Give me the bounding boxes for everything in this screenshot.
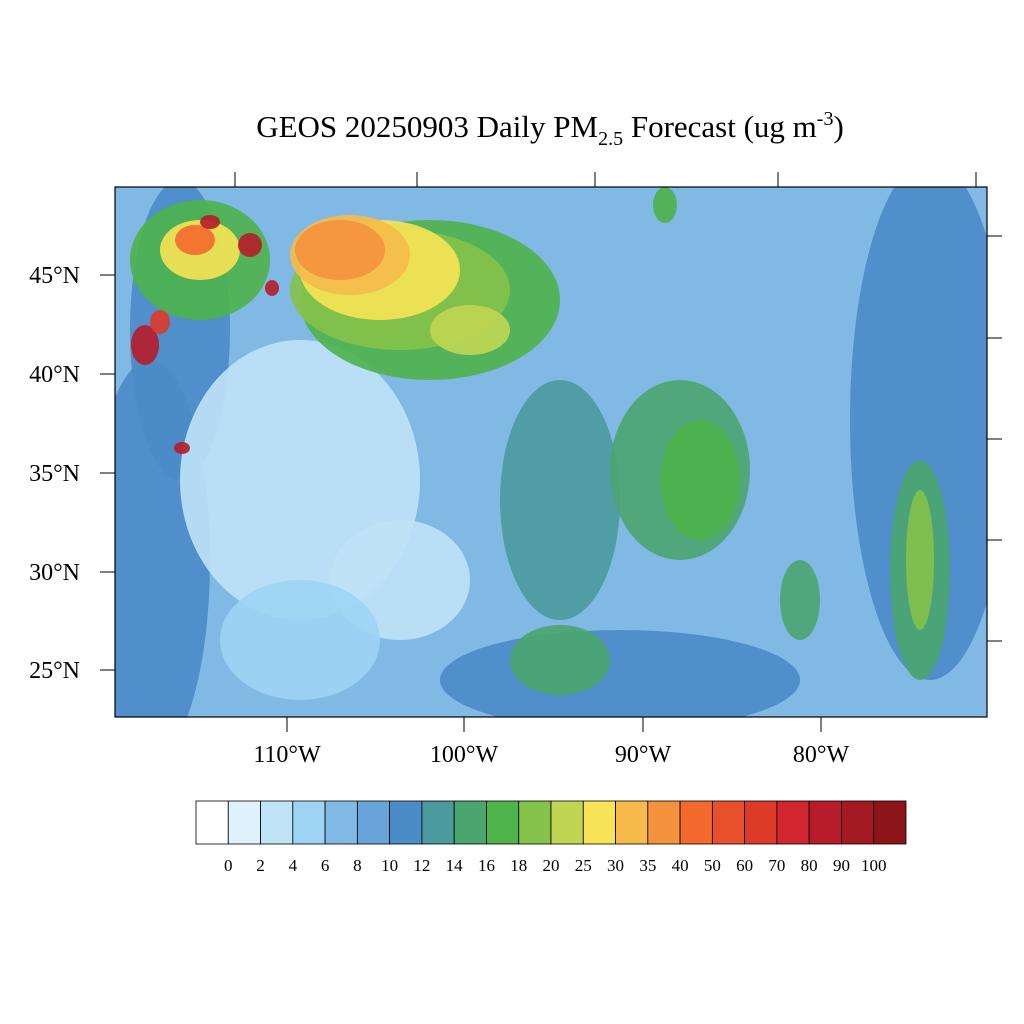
lat-label: 45°N	[29, 263, 80, 289]
colorbar-label: 6	[321, 856, 330, 875]
colorbar-label: 14	[446, 856, 464, 875]
colorbar-label: 60	[736, 856, 753, 875]
field-blob	[850, 187, 987, 680]
colorbar-label: 20	[543, 856, 560, 875]
field-blob	[220, 580, 380, 700]
field-blob	[175, 225, 215, 255]
field-blob	[174, 442, 190, 454]
colorbar-label: 70	[768, 856, 785, 875]
field-blob	[653, 187, 677, 223]
lat-label: 25°N	[29, 658, 80, 684]
colorbar-box	[453, 800, 487, 845]
colorbar-label: 2	[256, 856, 265, 875]
title-sub: 2.5	[598, 128, 623, 150]
colorbar-label: 40	[672, 856, 689, 875]
colorbar-box	[615, 800, 649, 845]
map-frame	[114, 186, 988, 718]
lat-label: 30°N	[29, 560, 80, 586]
field-blob	[780, 560, 820, 640]
colorbar-label: 80	[801, 856, 818, 875]
field-blob	[200, 215, 220, 229]
field-blob	[238, 233, 262, 257]
colorbar-label: 12	[413, 856, 430, 875]
colorbar-box	[324, 800, 358, 845]
colorbar-box	[227, 800, 261, 845]
lon-label: 100°W	[430, 742, 499, 768]
colorbar-label: 0	[224, 856, 233, 875]
colorbar-label: 25	[575, 856, 592, 875]
colorbar-box	[711, 800, 746, 845]
field-blob	[131, 325, 159, 365]
lon-label: 80°W	[793, 742, 850, 768]
colorbar-box	[679, 800, 713, 845]
colorbar-label: 100	[861, 856, 887, 875]
colorbar-box	[582, 800, 616, 845]
field-blob	[660, 420, 740, 540]
field-blob	[510, 625, 610, 695]
colorbar-label: 10	[381, 856, 398, 875]
field-blob	[150, 310, 170, 334]
colorbar-label: 35	[639, 856, 656, 875]
title-sup: -3	[817, 108, 834, 130]
colorbar-box	[389, 800, 423, 845]
colorbar-label: 16	[478, 856, 495, 875]
colorbar-box	[518, 800, 552, 845]
field-blob	[265, 280, 279, 296]
title: GEOS 20250903 Daily PM2.5 Forecast (ug m…	[256, 108, 844, 150]
pm25-field	[115, 187, 987, 717]
colorbar-box	[808, 800, 842, 845]
lat-label: 40°N	[29, 362, 80, 388]
colorbar-label: 18	[510, 856, 527, 875]
colorbar-box	[356, 800, 391, 845]
colorbar-label: 50	[704, 856, 721, 875]
title-rest: Forecast (ug m	[623, 109, 817, 144]
colorbar-box	[292, 800, 326, 845]
colorbar-box	[260, 800, 294, 845]
colorbar-box	[744, 800, 778, 845]
field-blob	[440, 630, 800, 717]
lon-label: 90°W	[615, 742, 672, 768]
colorbar-box	[486, 800, 520, 845]
title-end: )	[833, 109, 843, 144]
colorbar-box	[421, 800, 455, 845]
colorbar-box	[776, 800, 810, 845]
colorbar-box	[841, 800, 875, 845]
lat-label: 35°N	[29, 461, 80, 487]
field-blob	[430, 305, 510, 355]
colorbar-box	[647, 800, 681, 845]
colorbar-box	[873, 800, 907, 845]
title-main: GEOS 20250903 Daily PM	[256, 109, 598, 144]
field-blob	[295, 220, 385, 280]
field-blob	[906, 490, 934, 630]
colorbar-label: 4	[289, 856, 298, 875]
colorbar-label: 90	[833, 856, 850, 875]
colorbar-box	[195, 800, 229, 845]
field-blob	[500, 380, 620, 620]
colorbar-label: 30	[607, 856, 624, 875]
colorbar-box	[550, 800, 584, 845]
lon-label: 110°W	[253, 742, 321, 768]
colorbar-label: 8	[353, 856, 362, 875]
